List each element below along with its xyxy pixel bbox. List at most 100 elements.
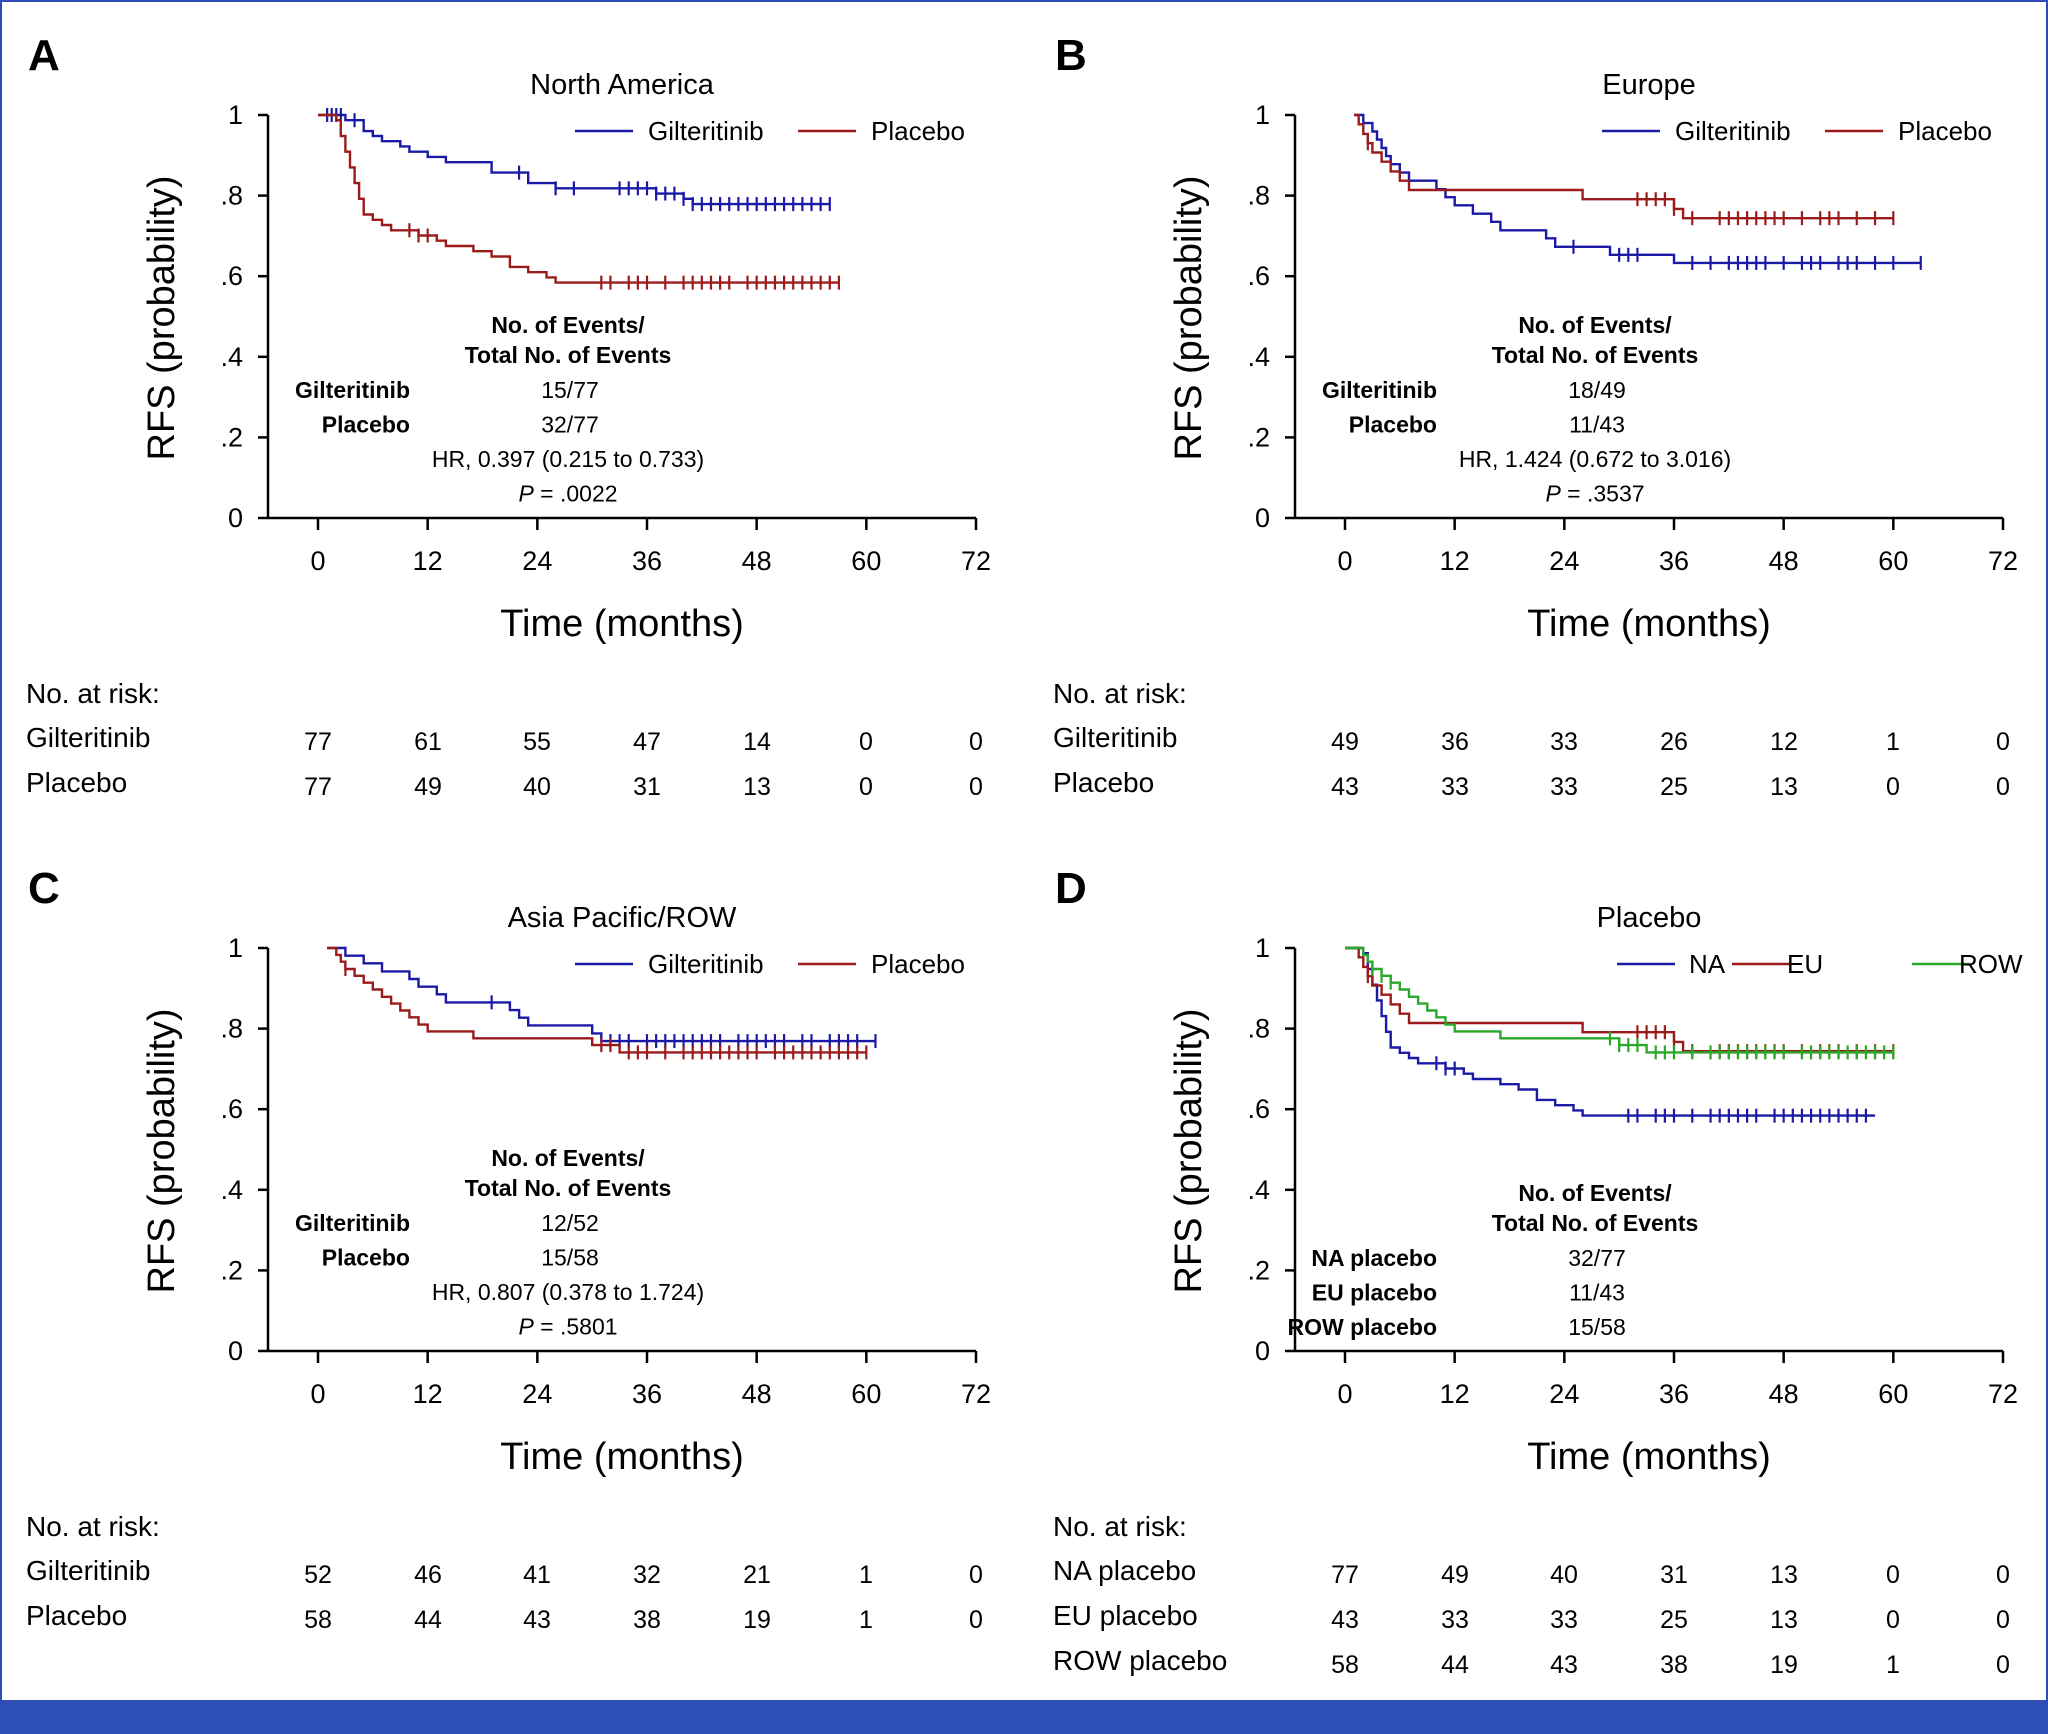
y-tick-label: .6 bbox=[1247, 1094, 1270, 1124]
x-tick-label: 72 bbox=[961, 546, 991, 576]
y-tick-label: .8 bbox=[1247, 181, 1270, 211]
risk-value: 33 bbox=[1550, 728, 1578, 756]
events-header: No. of Events/ bbox=[1518, 312, 1672, 338]
risk-value: 13 bbox=[1770, 1561, 1798, 1589]
risk-value: 1 bbox=[859, 1606, 873, 1634]
events-value: 18/49 bbox=[1568, 377, 1626, 403]
x-tick-label: 48 bbox=[742, 1379, 772, 1409]
risk-value: 31 bbox=[1660, 1561, 1688, 1589]
x-tick-label: 72 bbox=[1988, 1379, 2018, 1409]
y-tick-label: 0 bbox=[228, 1336, 243, 1366]
y-tick-label: .2 bbox=[1247, 422, 1270, 452]
x-tick-label: 72 bbox=[1988, 546, 2018, 576]
y-tick-label: 1 bbox=[1255, 100, 1270, 130]
x-axis-label: Time (months) bbox=[500, 1436, 744, 1478]
y-tick-label: .4 bbox=[220, 342, 243, 372]
x-tick-label: 0 bbox=[310, 1379, 325, 1409]
panel-title: Placebo bbox=[1597, 902, 1702, 934]
panel-letter: C bbox=[28, 864, 60, 913]
risk-row-label: Placebo bbox=[1053, 767, 1154, 798]
risk-value: 47 bbox=[633, 728, 661, 756]
x-tick-label: 36 bbox=[1659, 546, 1689, 576]
risk-value: 77 bbox=[1331, 1561, 1359, 1589]
x-axis-label: Time (months) bbox=[1527, 603, 1771, 645]
panel-b: B Europe 0 .2 .4 .6 .8 1 0 12 24 36 48 60 72 Time (mont… bbox=[1053, 31, 2018, 801]
risk-row-label: NA placebo bbox=[1053, 1555, 1196, 1586]
risk-value: 14 bbox=[743, 728, 771, 756]
risk-value: 1 bbox=[859, 1561, 873, 1589]
risk-row-label: Placebo bbox=[26, 1600, 127, 1631]
risk-value: 49 bbox=[1331, 728, 1359, 756]
risk-value: 33 bbox=[1441, 773, 1469, 801]
risk-value: 43 bbox=[1331, 773, 1359, 801]
y-tick-label: .4 bbox=[220, 1175, 243, 1205]
x-tick-label: 36 bbox=[632, 1379, 662, 1409]
y-tick-label: 0 bbox=[1255, 503, 1270, 533]
risk-value: 77 bbox=[304, 728, 332, 756]
risk-value: 33 bbox=[1550, 1606, 1578, 1634]
risk-value: 43 bbox=[1331, 1606, 1359, 1634]
y-tick-label: .2 bbox=[1247, 1255, 1270, 1285]
risk-row-label: Gilteritinib bbox=[26, 722, 150, 753]
x-tick-label: 12 bbox=[413, 546, 443, 576]
panel-letter: B bbox=[1055, 31, 1087, 80]
risk-value: 21 bbox=[743, 1561, 771, 1589]
risk-value: 0 bbox=[1996, 728, 2010, 756]
y-tick-label: .4 bbox=[1247, 342, 1270, 372]
events-value: 11/43 bbox=[1569, 1280, 1625, 1306]
risk-value: 1 bbox=[1886, 728, 1900, 756]
risk-value: 38 bbox=[633, 1606, 661, 1634]
risk-value: 0 bbox=[1996, 1651, 2010, 1679]
panel-title: North America bbox=[530, 69, 715, 101]
x-tick-label: 60 bbox=[851, 546, 881, 576]
risk-value: 55 bbox=[523, 728, 551, 756]
events-value: 15/58 bbox=[1568, 1314, 1626, 1340]
km-curve-placebo bbox=[318, 113, 839, 284]
x-tick-label: 48 bbox=[1769, 1379, 1799, 1409]
risk-value: 13 bbox=[1770, 1606, 1798, 1634]
risk-value: 46 bbox=[414, 1561, 442, 1589]
risk-header: No. at risk: bbox=[1053, 1511, 1187, 1542]
events-value: 32/77 bbox=[1568, 1245, 1626, 1271]
panel-c: C Asia Pacific/ROW 0 .2 .4 .6 .8 1 0 12 24 36 48 60 72… bbox=[26, 864, 991, 1634]
risk-value: 40 bbox=[523, 773, 551, 801]
y-axis-label: RFS (probability) bbox=[141, 175, 183, 460]
risk-header: No. at risk: bbox=[26, 678, 160, 709]
risk-value: 61 bbox=[414, 728, 442, 756]
events-value: 15/58 bbox=[541, 1245, 599, 1271]
x-tick-label: 12 bbox=[413, 1379, 443, 1409]
risk-value: 49 bbox=[414, 773, 442, 801]
x-tick-label: 60 bbox=[851, 1379, 881, 1409]
p-number: = .0022 bbox=[534, 481, 618, 507]
y-tick-label: 0 bbox=[1255, 1336, 1270, 1366]
risk-value: 43 bbox=[1550, 1651, 1578, 1679]
p-label: P bbox=[1545, 481, 1561, 507]
km-curve-gilteritinib bbox=[318, 113, 830, 206]
p-label: P bbox=[518, 1314, 534, 1340]
p-number: = .5801 bbox=[534, 1314, 618, 1340]
risk-value: 40 bbox=[1550, 1561, 1578, 1589]
legend-label: Gilteritinib bbox=[1675, 116, 1791, 146]
km-curve-placebo bbox=[1354, 113, 1894, 220]
risk-value: 19 bbox=[743, 1606, 771, 1634]
panel-title: Europe bbox=[1602, 69, 1696, 101]
risk-value: 19 bbox=[1770, 1651, 1798, 1679]
events-label: NA placebo bbox=[1311, 1245, 1437, 1271]
bottom-bar bbox=[0, 1700, 2048, 1734]
p-value: P = .3537 bbox=[1545, 481, 1644, 507]
events-header: Total No. of Events bbox=[465, 342, 672, 368]
risk-value: 13 bbox=[1770, 773, 1798, 801]
y-axis-label: RFS (probability) bbox=[1168, 1008, 1210, 1293]
events-label: Placebo bbox=[322, 1245, 410, 1271]
risk-value: 0 bbox=[1996, 1561, 2010, 1589]
risk-row-label: EU placebo bbox=[1053, 1600, 1198, 1631]
events-header: No. of Events/ bbox=[1518, 1180, 1672, 1206]
x-tick-label: 0 bbox=[310, 546, 325, 576]
y-axis-label: RFS (probability) bbox=[141, 1008, 183, 1293]
p-label: P bbox=[518, 481, 534, 507]
x-tick-label: 36 bbox=[632, 546, 662, 576]
risk-value: 44 bbox=[1441, 1651, 1469, 1679]
y-tick-label: .2 bbox=[220, 422, 243, 452]
risk-value: 44 bbox=[414, 1606, 442, 1634]
